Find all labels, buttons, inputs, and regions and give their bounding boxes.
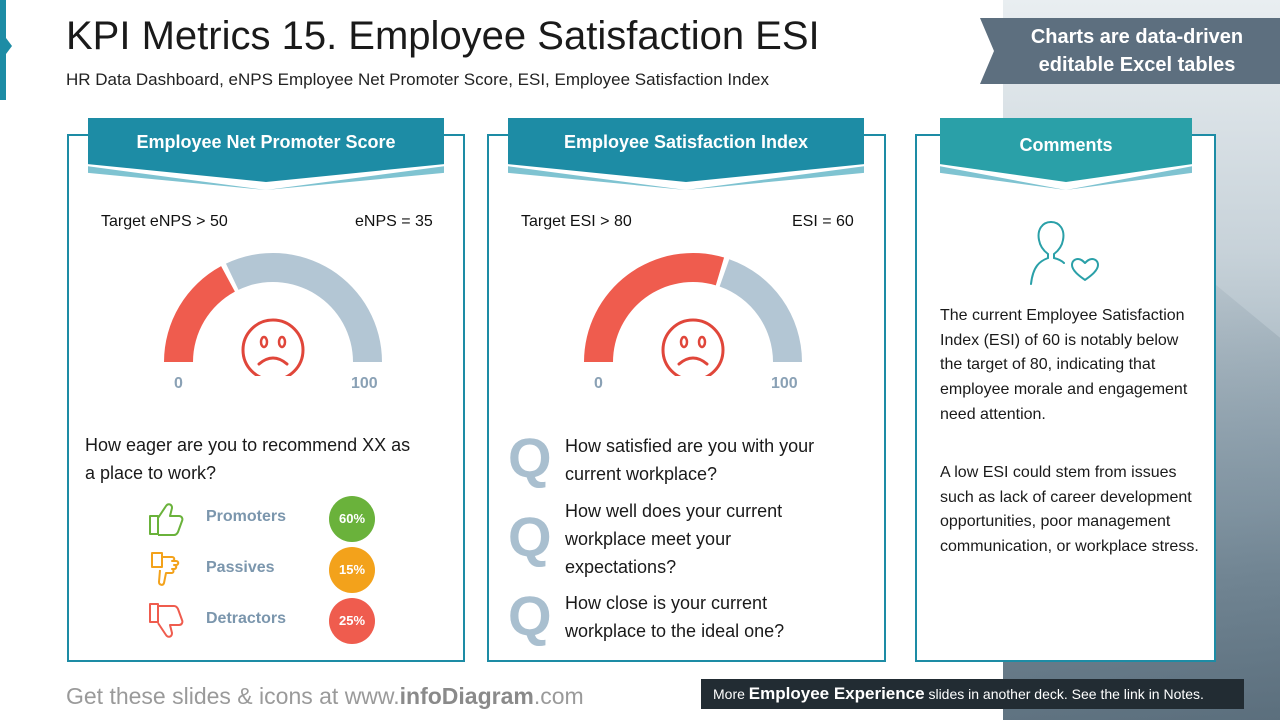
promoters-badge: 60% (329, 496, 375, 542)
enps-gauge (164, 253, 382, 376)
esi-heading: Employee Satisfaction Index (563, 132, 809, 152)
esi-question-3-line-2: workplace to the ideal one? (565, 621, 785, 641)
esi-question-2: How well does your current workplace mee… (565, 497, 865, 581)
footer-more-slides-note: More Employee Experience slides in anoth… (701, 679, 1244, 709)
esi-gauge-fill (584, 253, 725, 362)
q-letter-icon: Q (508, 426, 552, 489)
esi-scale-max: 100 (771, 375, 798, 392)
comments-heading-ribbon: Comments (940, 118, 1192, 190)
footer-note-bold: Employee Experience (748, 684, 925, 703)
banner-line-2: editable Excel tables (1038, 54, 1236, 76)
enps-question: How eager are you to recommend XX as a p… (85, 431, 410, 487)
detractors-row: Detractors 25% (146, 598, 386, 644)
detractors-label: Detractors (206, 610, 287, 627)
accent-arrow-icon (6, 38, 12, 54)
thumbs-down-icon (149, 603, 184, 638)
enps-target: Target eNPS > 50 (101, 213, 228, 230)
footer-note-prefix: More (713, 686, 749, 702)
enps-heading: Employee Net Promoter Score (136, 132, 396, 152)
sad-face-icon (241, 318, 305, 376)
esi-question-1: How satisfied are you with your current … (565, 432, 865, 488)
enps-gauge-track (225, 253, 382, 362)
comments-heading: Comments (1019, 135, 1113, 155)
footer-website-brand: infoDiagram (399, 683, 534, 709)
esi-gauge (584, 253, 802, 376)
enps-gauge-fill (164, 266, 235, 362)
promoters-row: Promoters 60% (146, 496, 386, 542)
esi-scale-min: 0 (594, 375, 603, 392)
enps-heading-ribbon: Employee Net Promoter Score (88, 118, 444, 190)
esi-question-1-line-1: How satisfied are you with your (565, 436, 815, 456)
esi-gauge-track (719, 259, 802, 362)
q-letter-icon: Q (508, 584, 552, 647)
esi-value: ESI = 60 (792, 213, 854, 230)
esi-heading-ribbon: Employee Satisfaction Index (508, 118, 864, 190)
detractors-badge: 25% (329, 598, 375, 644)
footer-website[interactable]: Get these slides & icons at www.infoDiag… (66, 683, 584, 710)
person-heart-icon (1030, 221, 1099, 285)
footer-note-suffix: slides in another deck. See the link in … (924, 686, 1204, 702)
passives-label: Passives (206, 559, 275, 576)
esi-target: Target ESI > 80 (521, 213, 632, 230)
enps-question-line-2: a place to work? (85, 463, 217, 483)
passives-row: Passives 15% (146, 547, 386, 593)
hand-sideways-icon (151, 552, 180, 586)
page-subtitle: HR Data Dashboard, eNPS Employee Net Pro… (66, 70, 769, 89)
page-title: KPI Metrics 15. Employee Satisfaction ES… (66, 14, 820, 58)
promoters-label: Promoters (206, 508, 287, 525)
enps-question-line-1: How eager are you to recommend XX as (85, 435, 411, 455)
thumbs-up-icon (149, 503, 184, 536)
accent-bar (0, 0, 6, 100)
passives-badge: 15% (329, 547, 375, 593)
enps-panel (67, 134, 465, 662)
footer-website-suffix: .com (533, 683, 584, 709)
esi-question-3: How close is your current workplace to t… (565, 589, 865, 645)
banner-line-1: Charts are data-driven (1030, 26, 1244, 48)
comment-paragraph-1: The current Employee Satisfaction Index … (940, 307, 1188, 423)
esi-question-3-line-1: How close is your current (565, 593, 768, 613)
esi-question-2-line-1: How well does your current (565, 501, 783, 521)
esi-question-2-line-2: workplace meet your (565, 529, 732, 549)
enps-scale-min: 0 (174, 375, 183, 392)
q-letter-icon: Q (508, 505, 552, 568)
sad-face-icon (661, 318, 725, 376)
comment-paragraph-2: A low ESI could stem from issues such as… (940, 464, 1199, 556)
data-driven-banner: Charts are data-driven editable Excel ta… (980, 18, 1280, 84)
enps-scale-max: 100 (351, 375, 378, 392)
enps-value: eNPS = 35 (355, 213, 433, 230)
comments-panel (915, 134, 1216, 662)
esi-question-2-line-3: expectations? (565, 557, 677, 577)
footer-website-prefix: Get these slides & icons at www. (66, 683, 400, 709)
esi-question-1-line-2: current workplace? (565, 464, 718, 484)
